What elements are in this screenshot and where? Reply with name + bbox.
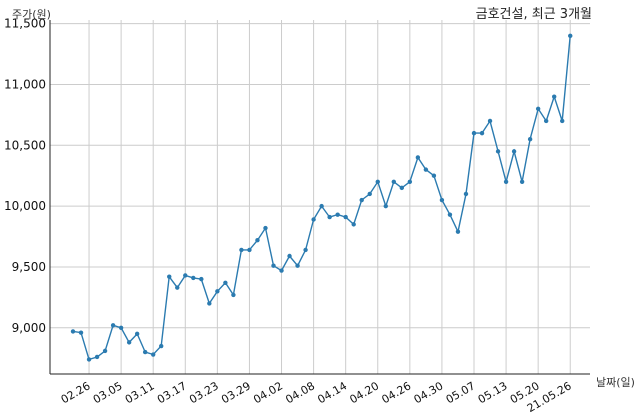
chart-title: 금호건설, 최근 3개월 [476, 7, 592, 22]
data-point [247, 247, 252, 253]
grid [50, 20, 590, 374]
y-ticks: 9,000 9,500 10,000 10,500 11,000 11,500 [4, 17, 46, 335]
data-point [431, 173, 437, 178]
data-point [463, 191, 469, 197]
data-point [359, 197, 364, 203]
data-point [311, 217, 316, 222]
data-point [159, 343, 164, 349]
data-point [271, 263, 276, 268]
x-tick-label: 02.26 [59, 379, 93, 406]
x-tick-label: 03.05 [91, 379, 125, 406]
data-point [351, 222, 356, 227]
data-point [231, 292, 236, 298]
x-axis-label: 날짜(일) [596, 375, 635, 389]
data-point [552, 94, 557, 99]
data-point [102, 348, 108, 354]
x-tick-label: 04.30 [412, 379, 446, 406]
data-point [495, 149, 501, 154]
data-point [375, 179, 380, 184]
y-tick-label: 9,000 [12, 321, 46, 335]
data-point [86, 357, 92, 362]
data-point [560, 118, 565, 124]
x-tick-label: 05.13 [476, 379, 510, 406]
data-point [503, 179, 509, 184]
data-point [199, 276, 204, 282]
data-point [255, 237, 260, 243]
data-point [439, 197, 445, 203]
data-point [183, 273, 188, 278]
data-points [70, 33, 573, 362]
x-tick-label: 04.08 [283, 379, 317, 406]
data-point [78, 330, 84, 335]
data-point [142, 349, 148, 355]
x-tick-label: 05.07 [444, 379, 478, 406]
data-point [70, 329, 76, 334]
data-point [215, 289, 220, 294]
data-point [383, 203, 388, 209]
data-point [543, 118, 549, 124]
data-point [151, 352, 156, 357]
data-point [319, 203, 324, 209]
data-point [407, 179, 413, 184]
data-point [568, 33, 573, 39]
x-tick-label: 04.26 [380, 379, 414, 406]
data-point [110, 323, 116, 328]
data-point [479, 130, 485, 136]
x-tick-label: 04.02 [251, 379, 285, 406]
data-point [287, 253, 292, 259]
data-point [527, 137, 533, 142]
data-point [239, 247, 244, 253]
data-point [94, 354, 100, 360]
y-tick-label: 9,500 [12, 260, 46, 274]
data-point [279, 268, 284, 273]
data-point [423, 167, 429, 172]
data-point [118, 325, 124, 330]
y-axis-label: 주가(원) [12, 8, 51, 21]
data-point [519, 179, 525, 184]
data-point [167, 274, 172, 279]
y-tick-label: 10,000 [4, 199, 46, 213]
data-point [455, 229, 461, 234]
data-point [399, 185, 405, 191]
data-point [263, 225, 268, 231]
data-point [335, 212, 340, 217]
data-point [327, 214, 332, 220]
x-ticks: 02.2603.0503.1103.1703.2303.2904.0204.08… [59, 379, 574, 414]
data-point [471, 130, 477, 136]
data-point [447, 212, 453, 217]
data-point [511, 149, 517, 154]
data-point [487, 118, 493, 124]
data-point [303, 247, 308, 253]
data-point [126, 340, 132, 345]
y-tick-label: 11,000 [4, 77, 46, 91]
x-tick-label: 03.11 [123, 379, 157, 406]
y-tick-label: 10,500 [4, 138, 46, 152]
data-point [207, 301, 212, 306]
x-tick-label: 03.17 [155, 379, 189, 406]
x-tick-label: 03.23 [187, 379, 221, 406]
data-point [175, 285, 180, 290]
data-point [343, 214, 348, 220]
x-tick-label: 04.14 [315, 379, 349, 406]
y-tick-label: 11,500 [4, 17, 46, 31]
data-point [295, 263, 300, 268]
data-point [191, 275, 196, 281]
data-point [391, 179, 396, 184]
data-point [134, 331, 140, 337]
data-point [367, 191, 372, 197]
x-tick-label: 03.29 [219, 379, 253, 406]
data-point [535, 106, 541, 112]
data-point [415, 155, 421, 160]
x-tick-label: 04.20 [347, 379, 381, 406]
data-point [223, 280, 228, 285]
